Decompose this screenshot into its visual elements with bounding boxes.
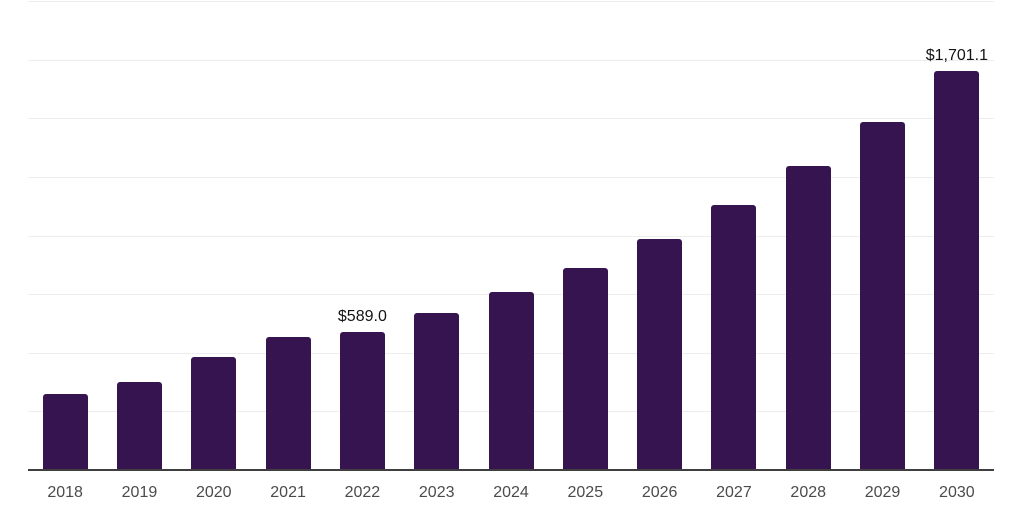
bar-2027 [711,204,757,470]
x-tick-2024: 2024 [493,484,529,501]
bar-2020 [191,356,237,470]
x-tick-2022: 2022 [344,484,381,501]
x-tick-2025: 2025 [567,484,604,501]
bar-2030 [934,71,980,470]
x-axis-line [28,469,994,471]
x-tick-2027: 2027 [716,484,752,501]
data-label-2022: $589.0 [337,307,387,325]
bar-2019 [116,381,162,470]
gridline [28,176,994,178]
x-tick-2023: 2023 [418,484,455,501]
x-tick-2026: 2026 [641,484,678,501]
bar-2023 [414,312,460,470]
bar-2024 [488,291,534,470]
bar-2026 [637,238,683,470]
data-label-2030: $1,701.1 [925,47,988,65]
bar-2022 [339,331,385,470]
gridline [28,235,994,237]
bar-2029 [860,121,906,470]
x-tick-2030: 2030 [939,484,975,501]
gridline [28,1,994,2]
bar-2025 [562,267,608,470]
x-tick-2021: 2021 [270,484,306,501]
x-tick-2019: 2019 [121,484,158,501]
bar-2021 [265,336,311,470]
gridline [28,59,994,61]
x-tick-2020: 2020 [195,484,232,501]
plot-area: $589.0 $1,701.1 [28,0,994,471]
gridline [28,118,994,120]
x-tick-2018: 2018 [47,484,83,501]
x-tick-2028: 2028 [790,484,827,501]
bar-2018 [42,394,88,470]
bar-2028 [785,165,831,470]
x-tick-2029: 2029 [864,484,901,501]
